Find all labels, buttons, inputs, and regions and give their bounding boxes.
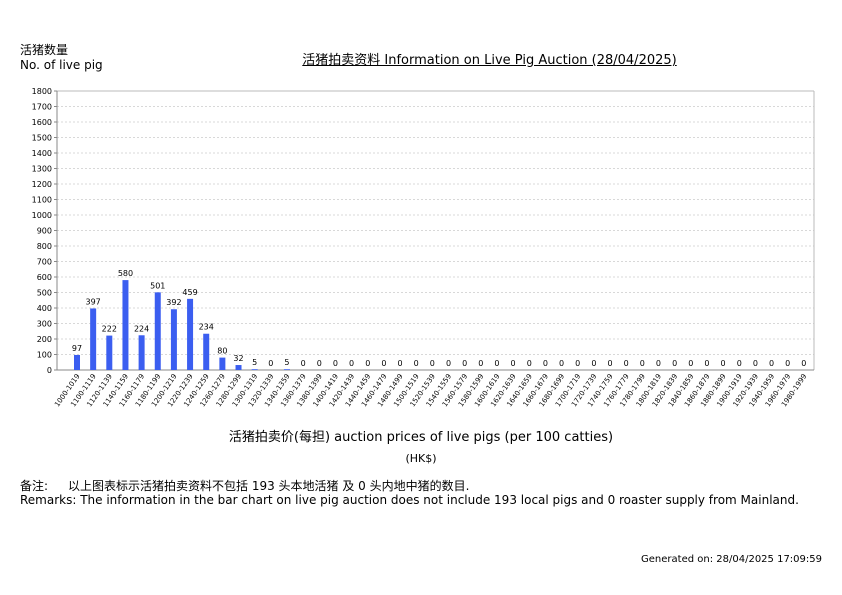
- bar-value-label: 0: [672, 359, 677, 368]
- y-tick-label: 1200: [32, 180, 52, 189]
- bar-value-label: 0: [317, 359, 322, 368]
- bar: [219, 357, 226, 370]
- remarks-en: Remarks: The information in the bar char…: [20, 493, 799, 507]
- y-tick-label: 1600: [32, 118, 52, 127]
- bar-value-label: 0: [559, 359, 564, 368]
- y-axis-label-cn: 活猪数量: [20, 43, 69, 57]
- y-tick-label: 800: [37, 242, 52, 251]
- bar-value-label: 0: [785, 359, 790, 368]
- bar-value-label: 0: [511, 359, 516, 368]
- bar-value-label: 97: [72, 344, 82, 353]
- y-tick-label: 1800: [32, 87, 52, 96]
- y-tick-label: 1300: [32, 165, 52, 174]
- bar-value-label: 0: [624, 359, 629, 368]
- bar-value-label: 0: [430, 359, 435, 368]
- bar-value-label: 0: [478, 359, 483, 368]
- bar-value-label: 224: [134, 324, 149, 333]
- bar-value-label: 222: [102, 325, 117, 334]
- chart-title: 活猪拍卖资料 Information on Live Pig Auction (…: [0, 49, 842, 68]
- bar: [138, 335, 145, 370]
- bar: [251, 369, 258, 370]
- bar-value-label: 0: [462, 359, 467, 368]
- bar-value-label: 0: [737, 359, 742, 368]
- y-axis-label-en: No. of live pig: [20, 58, 103, 72]
- bar-value-label: 392: [166, 298, 181, 307]
- bar: [235, 365, 242, 370]
- bar-value-label: 0: [640, 359, 645, 368]
- remarks-cn-label: 备注:: [20, 479, 49, 493]
- y-tick-label: 500: [37, 289, 52, 298]
- bar-value-label: 0: [543, 359, 548, 368]
- bar: [154, 292, 161, 370]
- y-tick-label: 1500: [32, 134, 52, 143]
- bar-value-label: 501: [150, 281, 165, 290]
- bar-value-label: 0: [527, 359, 532, 368]
- bar-chart: 0100200300400500600700800900100011001200…: [32, 87, 815, 408]
- bar-value-label: 0: [381, 359, 386, 368]
- bar-value-label: 0: [591, 359, 596, 368]
- bar-value-label: 580: [118, 269, 133, 278]
- bar: [170, 309, 177, 370]
- y-tick-label: 1400: [32, 149, 52, 158]
- y-tick-label: 700: [37, 258, 52, 267]
- bar-value-label: 0: [656, 359, 661, 368]
- y-tick-label: 1100: [32, 196, 52, 205]
- y-tick-label: 600: [37, 273, 52, 282]
- bar-value-label: 5: [252, 358, 257, 367]
- bar-value-label: 0: [333, 359, 338, 368]
- bar-value-label: 0: [365, 359, 370, 368]
- bar-value-label: 0: [688, 359, 693, 368]
- y-tick-label: 0: [47, 366, 52, 375]
- y-tick-label: 200: [37, 335, 52, 344]
- bar-value-label: 0: [801, 359, 806, 368]
- bar: [203, 333, 210, 370]
- bar-value-label: 0: [268, 359, 273, 368]
- bar-value-label: 459: [182, 288, 197, 297]
- y-tick-label: 400: [37, 304, 52, 313]
- bar: [90, 308, 97, 370]
- x-axis-label: 活猪拍卖价(每担) auction prices of live pigs (p…: [228, 430, 614, 445]
- y-tick-label: 300: [37, 320, 52, 329]
- bar-value-label: 0: [721, 359, 726, 368]
- bar: [74, 354, 80, 370]
- bar-value-label: 0: [446, 359, 451, 368]
- remarks-cn: 备注: 以上图表标示活猪拍卖资料不包括 193 头本地活猪 及 0 头内地中猪的数…: [20, 477, 469, 494]
- bar: [106, 335, 113, 370]
- bar-value-label: 5: [284, 358, 289, 367]
- y-tick-label: 100: [37, 351, 52, 360]
- unit-label: (HK$): [405, 452, 437, 465]
- bar-value-label: 0: [769, 359, 774, 368]
- y-tick-label: 900: [37, 227, 52, 236]
- bar-value-label: 0: [753, 359, 758, 368]
- bar: [187, 298, 194, 370]
- bar: [283, 369, 290, 370]
- bar-value-label: 0: [575, 359, 580, 368]
- y-tick-label: 1700: [32, 103, 52, 112]
- bar-value-label: 397: [86, 297, 101, 306]
- bar-value-label: 0: [397, 359, 402, 368]
- bar-value-label: 0: [301, 359, 306, 368]
- chart-title-text: 活猪拍卖资料 Information on Live Pig Auction (…: [302, 53, 677, 68]
- bar-value-label: 0: [349, 359, 354, 368]
- y-tick-label: 1000: [32, 211, 52, 220]
- bar-value-label: 0: [704, 359, 709, 368]
- bar-value-label: 32: [233, 354, 243, 363]
- bar-value-label: 234: [199, 323, 214, 332]
- bar-value-label: 0: [494, 359, 499, 368]
- remarks-cn-text: 以上图表标示活猪拍卖资料不包括 193 头本地活猪 及 0 头内地中猪的数目.: [68, 479, 470, 493]
- bar-value-label: 0: [414, 359, 419, 368]
- bar: [122, 280, 129, 370]
- generated-timestamp: Generated on: 28/04/2025 17:09:59: [641, 554, 822, 565]
- bar-value-label: 80: [217, 347, 227, 356]
- bar-value-label: 0: [607, 359, 612, 368]
